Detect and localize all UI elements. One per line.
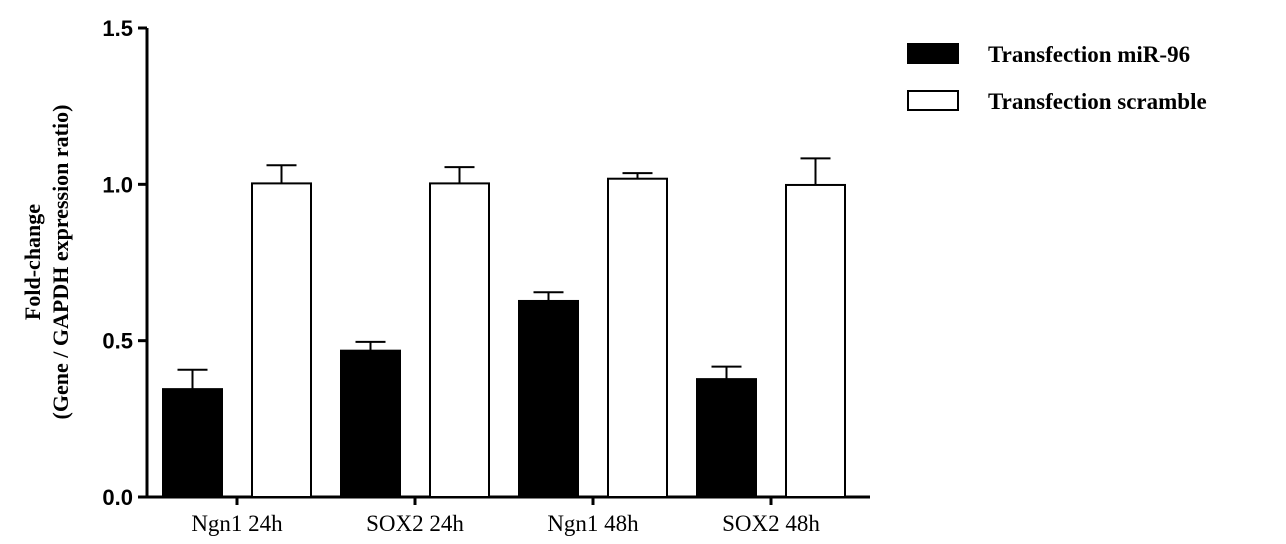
bars bbox=[162, 157, 846, 499]
legend-label: Transfection miR-96 bbox=[988, 42, 1190, 67]
y-axis-title: Fold-change (Gene / GAPDH expression rat… bbox=[20, 105, 73, 420]
legend-label: Transfection scramble bbox=[988, 89, 1207, 114]
bar-mir96-2 bbox=[340, 349, 401, 498]
x-tick-label: Ngn1 48h bbox=[547, 511, 639, 536]
x-tick-label: SOX2 24h bbox=[366, 511, 464, 536]
y-tick-label: 0.0 bbox=[102, 485, 133, 510]
bar-mir96-1 bbox=[162, 388, 223, 499]
x-tick-label: Ngn1 24h bbox=[191, 511, 283, 536]
y-axis: 0.0 0.5 1.0 1.5 bbox=[102, 16, 149, 510]
legend-swatch-scramble bbox=[907, 90, 959, 111]
y-axis-title-line1: Fold-change bbox=[20, 204, 45, 320]
bar-scramble-2 bbox=[429, 182, 490, 499]
bar-mir96-4 bbox=[696, 378, 757, 498]
bar-scramble-4 bbox=[785, 183, 846, 498]
legend: Transfection miR-96 Transfection scramble bbox=[907, 42, 1207, 114]
y-tick-label: 1.5 bbox=[102, 16, 133, 41]
bar-scramble-1 bbox=[251, 182, 312, 499]
y-tick-label: 1.0 bbox=[102, 172, 133, 197]
bar-mir96-3 bbox=[518, 299, 579, 499]
x-tick-label: SOX2 48h bbox=[722, 511, 820, 536]
legend-swatch-mir96 bbox=[907, 43, 959, 64]
y-axis-title-line2: (Gene / GAPDH expression ratio) bbox=[48, 105, 73, 420]
y-tick-label: 0.5 bbox=[102, 329, 133, 354]
bar-scramble-3 bbox=[607, 177, 668, 499]
x-axis: Ngn1 24h SOX2 24h Ngn1 48h SOX2 48h bbox=[147, 495, 870, 536]
